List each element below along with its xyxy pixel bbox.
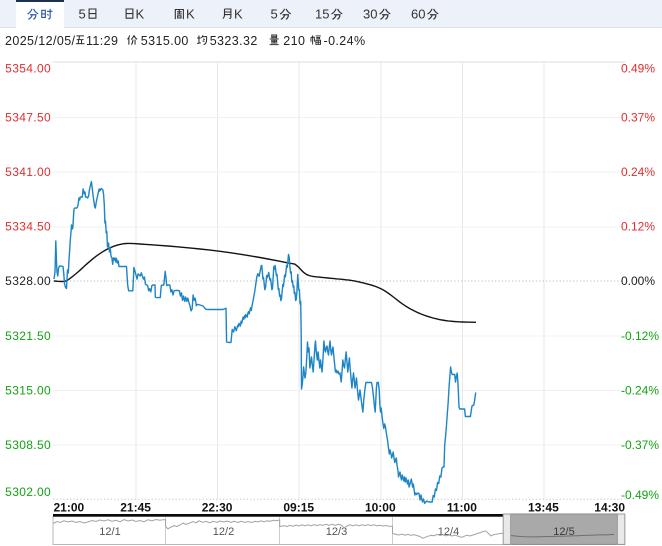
svg-text:5323.32: 5323.32: [210, 34, 258, 48]
svg-text:2025/12/05/: 2025/12/05/: [5, 34, 76, 48]
svg-text:21:00: 21:00: [54, 501, 85, 515]
svg-text:60: 60: [411, 7, 425, 22]
svg-text:5328.00: 5328.00: [5, 274, 51, 288]
svg-text:11:00: 11:00: [447, 501, 477, 515]
svg-text:0.49%: 0.49%: [621, 62, 655, 76]
svg-text:0.00%: 0.00%: [621, 274, 655, 288]
svg-text:5341.00: 5341.00: [5, 165, 51, 179]
svg-text:K: K: [136, 7, 145, 22]
svg-text:K: K: [234, 7, 243, 22]
svg-text:09:15: 09:15: [283, 501, 314, 515]
svg-text:5308.50: 5308.50: [5, 438, 51, 452]
svg-text:-0.12%: -0.12%: [621, 329, 659, 343]
svg-text:15: 15: [315, 7, 329, 22]
svg-text:12/4: 12/4: [438, 526, 459, 538]
svg-text:K: K: [186, 7, 195, 22]
svg-text:210: 210: [283, 34, 305, 48]
svg-text:0.24%: 0.24%: [621, 165, 655, 179]
svg-text:-0.37%: -0.37%: [621, 438, 659, 452]
svg-text:5347.50: 5347.50: [5, 110, 51, 124]
svg-text:12/2: 12/2: [213, 526, 234, 538]
svg-text:22:30: 22:30: [202, 501, 233, 515]
svg-text:10:00: 10:00: [365, 501, 396, 515]
svg-text:12/3: 12/3: [326, 526, 347, 538]
svg-text:30: 30: [363, 7, 377, 22]
svg-text:21:45: 21:45: [120, 501, 151, 515]
svg-text:0.12%: 0.12%: [621, 220, 655, 234]
svg-text:13:45: 13:45: [528, 501, 559, 515]
svg-text:-0.49%: -0.49%: [621, 488, 659, 502]
svg-text:5: 5: [79, 7, 86, 22]
svg-text:5321.50: 5321.50: [5, 329, 51, 343]
svg-text:0.37%: 0.37%: [621, 110, 655, 124]
svg-text:5315.00: 5315.00: [141, 34, 189, 48]
svg-text:5302.00: 5302.00: [5, 485, 51, 499]
svg-text:11:29: 11:29: [86, 34, 118, 48]
svg-text:-0.24%: -0.24%: [324, 34, 366, 48]
svg-text:5354.00: 5354.00: [5, 62, 51, 76]
svg-text:5334.50: 5334.50: [5, 220, 51, 234]
svg-text:12/1: 12/1: [99, 526, 120, 538]
svg-text:5315.00: 5315.00: [5, 383, 51, 397]
svg-text:12/5: 12/5: [553, 526, 574, 538]
svg-text:5: 5: [271, 7, 278, 22]
svg-text:-0.24%: -0.24%: [621, 383, 659, 397]
svg-text:14:30: 14:30: [594, 501, 625, 515]
